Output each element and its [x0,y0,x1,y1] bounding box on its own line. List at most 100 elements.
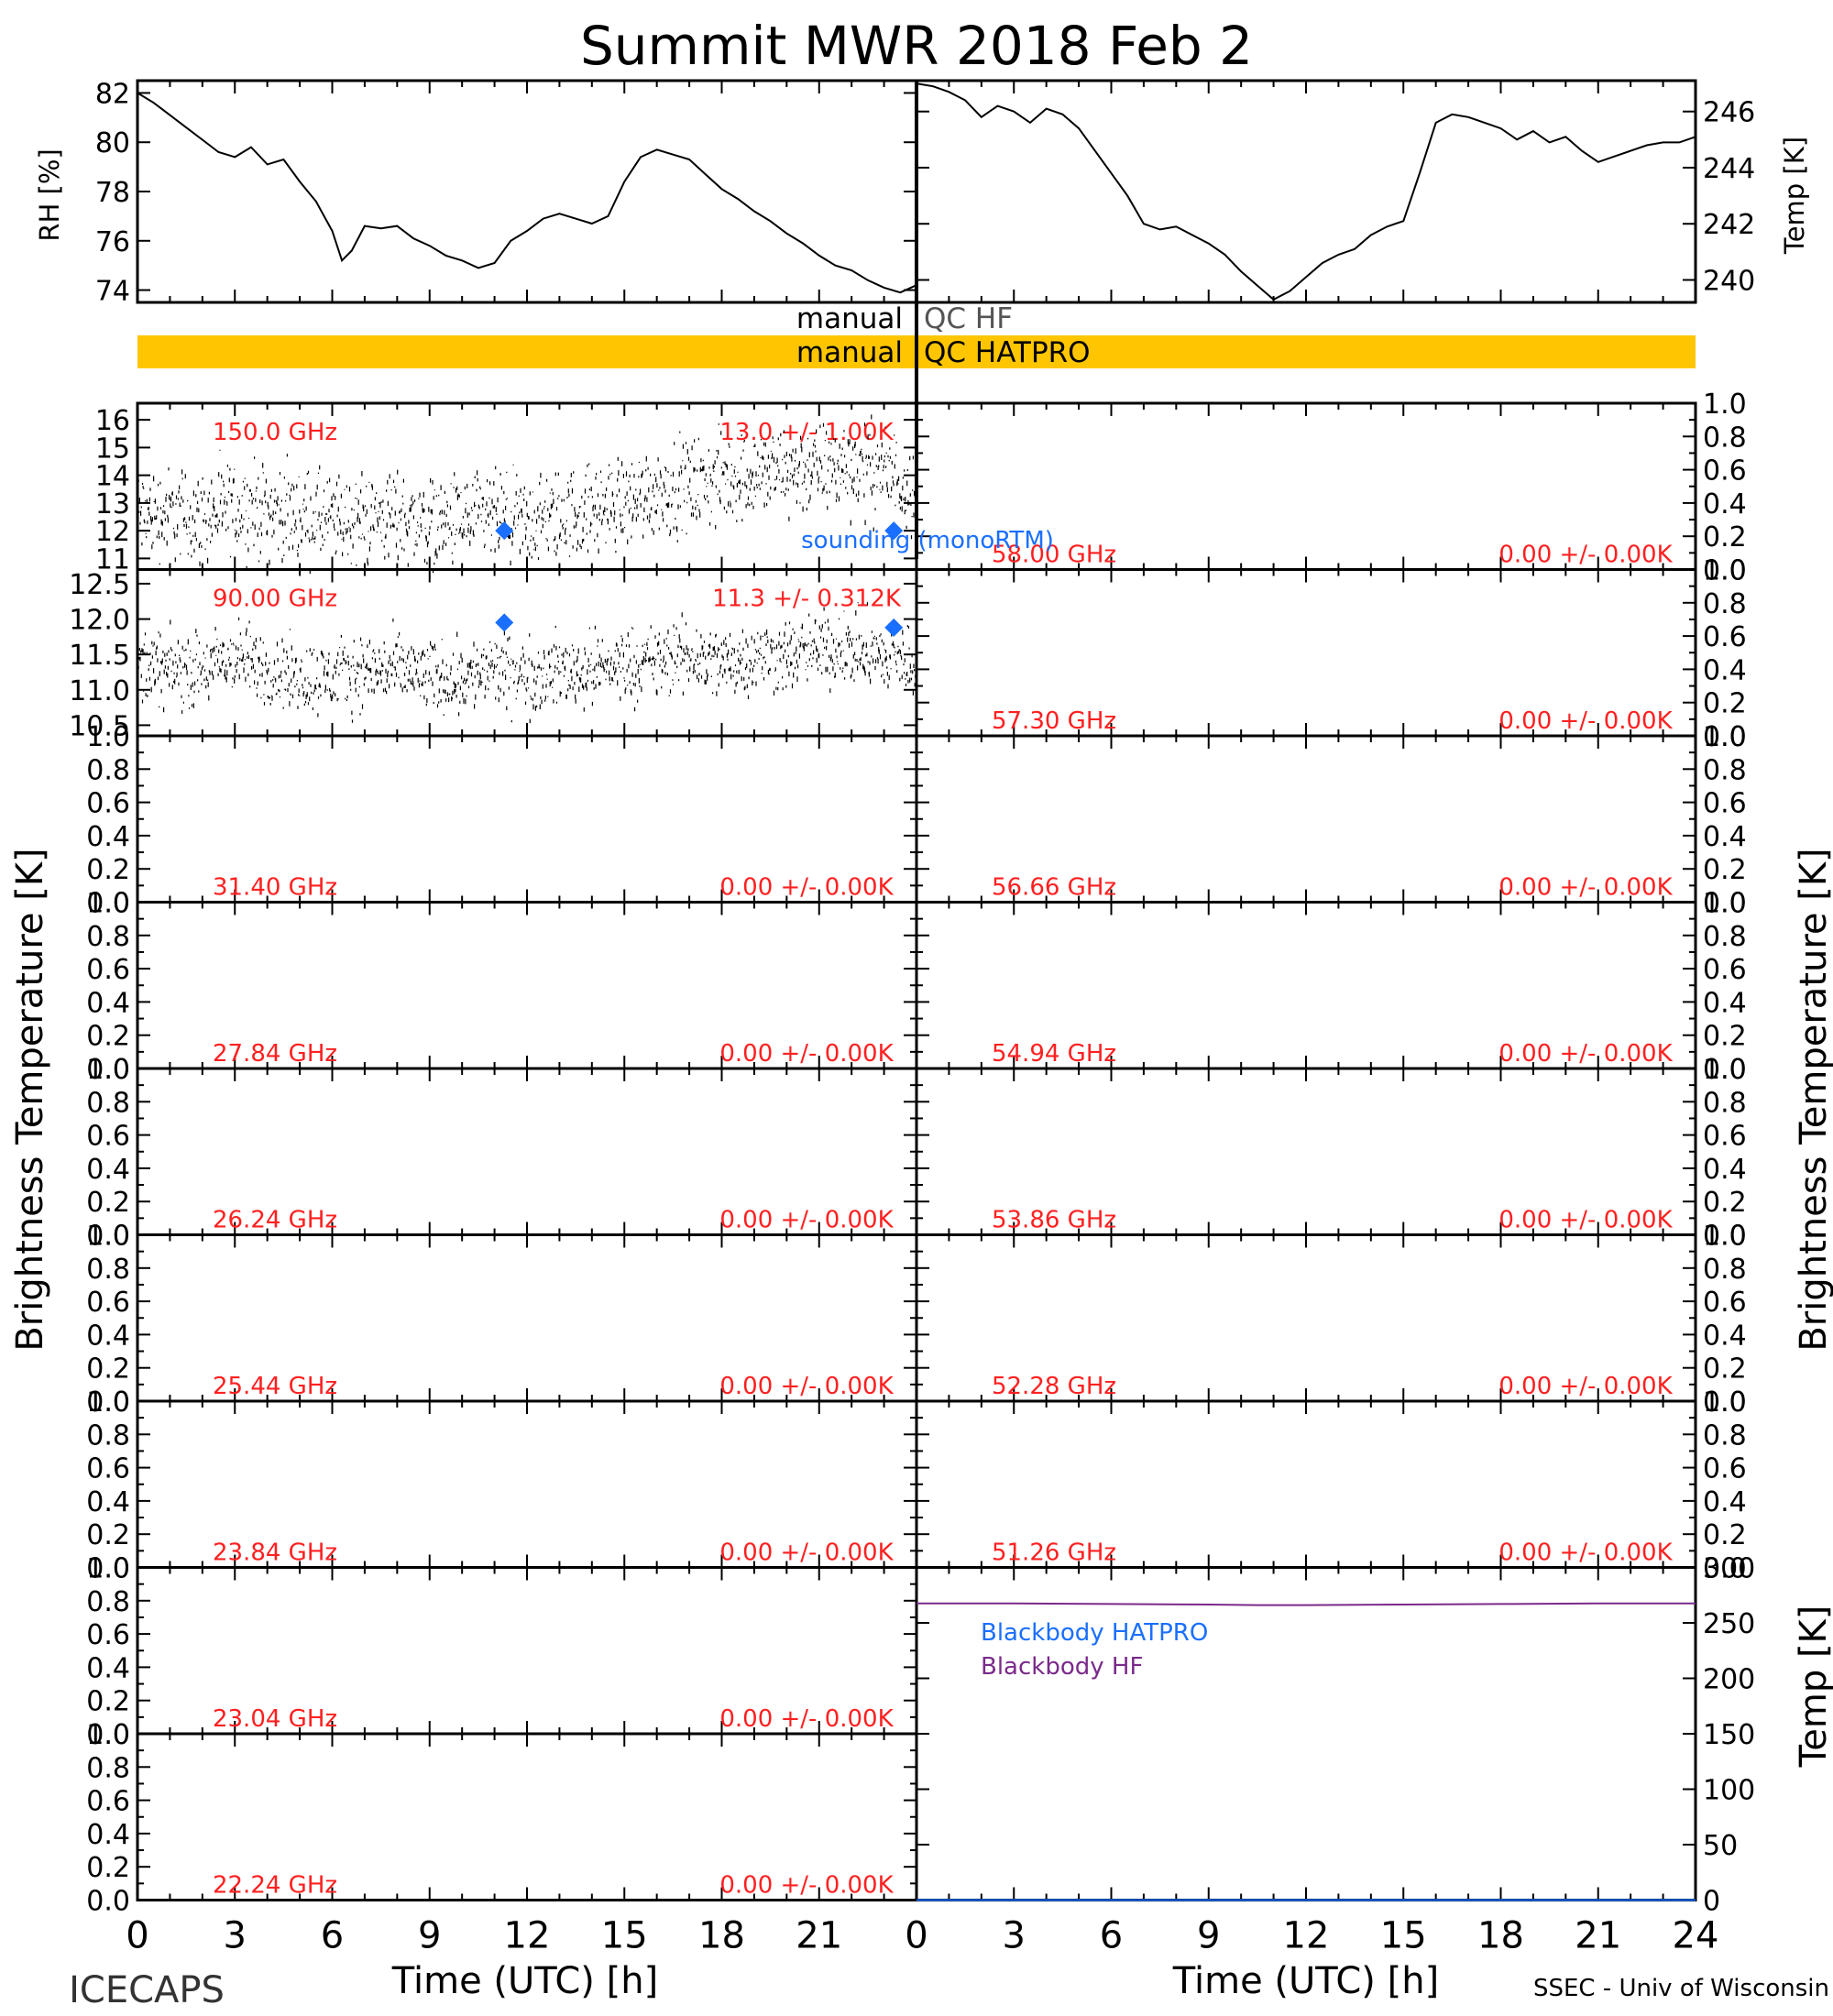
blackbody-xtick-label: 6 [1100,1915,1123,1957]
tb_230-ytick-label: 0.8 [86,1586,130,1618]
tb_522-ytick-label: 0.6 [1703,1287,1747,1319]
tb_31-ytick-label: 0.8 [86,754,130,786]
rh-frame [136,79,918,304]
blackbody-ytick-label: 300 [1703,1553,1755,1585]
tb_25-ytick-label: 0.6 [86,1287,130,1319]
footer-right: SSEC - Univ of Wisconsin [1533,1975,1829,2002]
tb_512-stats-label: 0.00 +/- 0.00K [1498,1539,1673,1567]
tb_90-sounding-point [884,618,904,637]
tb_538-freq-label: 53.86 GHz [992,1207,1116,1234]
tb_150-ytick-label: 15 [95,433,130,465]
tb_580-ytick-label: 0.8 [1703,422,1747,454]
temp-ytick-label: 240 [1703,265,1755,297]
tb_150-sounding-point [884,521,904,541]
blackbody-ytick-label: 100 [1703,1775,1755,1807]
tb_222-xtick-label: 21 [796,1915,842,1957]
rh-ytick-label: 82 [95,78,130,110]
tb_238-stats-label: 0.00 +/- 0.00K [719,1539,894,1567]
tb_522-ytick-label: 0.4 [1703,1320,1747,1352]
temp-ytick-label: 246 [1703,97,1755,129]
tb_27-freq-label: 27.84 GHz [213,1040,337,1068]
blackbody-hf-label: Blackbody HF [981,1653,1143,1681]
tb_566-ytick-label: 1.0 [1703,721,1747,753]
tb_31-ytick-label: 1.0 [86,721,130,753]
tb_27-ytick-label: 0.6 [86,954,130,986]
tb_90-stats-label: 11.3 +/- 0.312K [712,586,902,613]
tb_150-ytick-label: 12 [95,516,130,548]
tb_230-ytick-label: 0.6 [86,1619,130,1651]
figure-title: Summit MWR 2018 Feb 2 [580,15,1253,77]
tb_238-ytick-label: 0.0 [86,1553,130,1585]
tb_238-ytick-label: 0.8 [86,1419,130,1452]
tb_90-ytick-label: 10.5 [69,710,130,742]
tb_222-stats-label: 0.00 +/- 0.00K [719,1872,894,1900]
tb_150-series-points [137,414,917,575]
tb_573-ytick-label: 0.2 [1703,688,1747,720]
blackbody-ytick-label: 50 [1703,1830,1738,1862]
temp-series-line [916,82,1696,301]
tb_26-ytick-label: 0.8 [86,1087,130,1119]
tb_150-stats-label: 13.0 +/- 1.00K [719,419,894,446]
blackbody-xtick-label: 9 [1197,1915,1220,1957]
tb_90-ytick-label: 12.0 [69,605,130,637]
tb_222-ytick-label: 1.0 [86,1719,130,1751]
tb_222-ytick-label: 0.0 [86,1886,130,1918]
tb_26-ytick-label: 0.6 [86,1121,130,1153]
tb_31-ytick-label: 0.0 [86,888,130,920]
tb_31-stats-label: 0.00 +/- 0.00K [719,874,894,902]
tb_573-ytick-label: 1.0 [1703,555,1747,587]
tb_512-freq-label: 51.26 GHz [992,1539,1116,1567]
tb_222-freq-label: 22.24 GHz [213,1872,337,1900]
tb_580-stats-label: 0.00 +/- 0.00K [1498,542,1673,569]
qc-hf-right-label: QC HF [924,302,1013,335]
blackbody-series-1 [916,1602,1696,1606]
tb_222-ytick-label: 0.2 [86,1852,130,1884]
tb_573-ytick-label: 0.0 [1703,721,1747,753]
tb_538-ytick-label: 1.0 [1703,1054,1747,1086]
footer-left: ICECAPS [69,1969,225,2011]
tb_26-stats-label: 0.00 +/- 0.00K [719,1207,894,1234]
blackbody-hatpro-label: Blackbody HATPRO [981,1619,1208,1647]
tb_90-ytick-label: 12.5 [69,569,130,601]
tb_538-ytick-label: 0.6 [1703,1121,1747,1153]
tb_238-ytick-label: 1.0 [86,1386,130,1419]
tb_522-freq-label: 52.28 GHz [992,1373,1116,1400]
tb_573-freq-label: 57.30 GHz [992,707,1116,735]
qc-hatpro-right-label: QC HATPRO [924,336,1091,369]
tb_27-ytick-label: 0.4 [86,987,130,1019]
tb_27-ytick-label: 1.0 [86,888,130,920]
tb_522-ytick-label: 0.0 [1703,1386,1747,1419]
tb_566-ytick-label: 0.0 [1703,888,1747,920]
tb_230-ytick-label: 0.0 [86,1719,130,1751]
tb_238-ytick-label: 0.6 [86,1453,130,1485]
tb_25-ytick-label: 0.8 [86,1254,130,1286]
tb_580-ytick-label: 0.0 [1703,555,1747,587]
tb_566-stats-label: 0.00 +/- 0.00K [1498,874,1673,902]
tb_230-ytick-label: 1.0 [86,1553,130,1585]
tb_230-ytick-label: 0.2 [86,1686,130,1718]
tb_150-sounding-point [495,521,514,541]
tb_26-ytick-label: 0.0 [86,1221,130,1253]
tb_580-ytick-label: 0.6 [1703,455,1747,488]
tb_538-ytick-label: 0.0 [1703,1221,1747,1253]
tb_150-ytick-label: 11 [95,543,130,575]
tb_549-freq-label: 54.94 GHz [992,1040,1116,1068]
tb_26-freq-label: 26.24 GHz [213,1207,337,1234]
tb_26-ytick-label: 1.0 [86,1054,130,1086]
tb_230-freq-label: 23.04 GHz [213,1705,337,1733]
tb_512-ytick-label: 0.2 [1703,1519,1747,1551]
tb_25-ytick-label: 0.4 [86,1320,130,1352]
xlabel-left: Time (UTC) [h] [391,1960,658,2002]
tb_222-xtick-label: 15 [601,1915,648,1957]
tb_538-ytick-label: 0.8 [1703,1087,1747,1119]
tb_238-ytick-label: 0.4 [86,1486,130,1518]
blackbody-xtick-label: 21 [1575,1915,1621,1957]
blackbody-ytick-label: 150 [1703,1719,1755,1751]
tb_549-ytick-label: 0.4 [1703,987,1747,1019]
tb_230-stats-label: 0.00 +/- 0.00K [719,1705,894,1733]
tb_580-ytick-label: 0.4 [1703,488,1747,520]
tb_580-ytick-label: 1.0 [1703,389,1747,421]
tb_25-ytick-label: 0.2 [86,1353,130,1386]
tb_549-ytick-label: 1.0 [1703,888,1747,920]
